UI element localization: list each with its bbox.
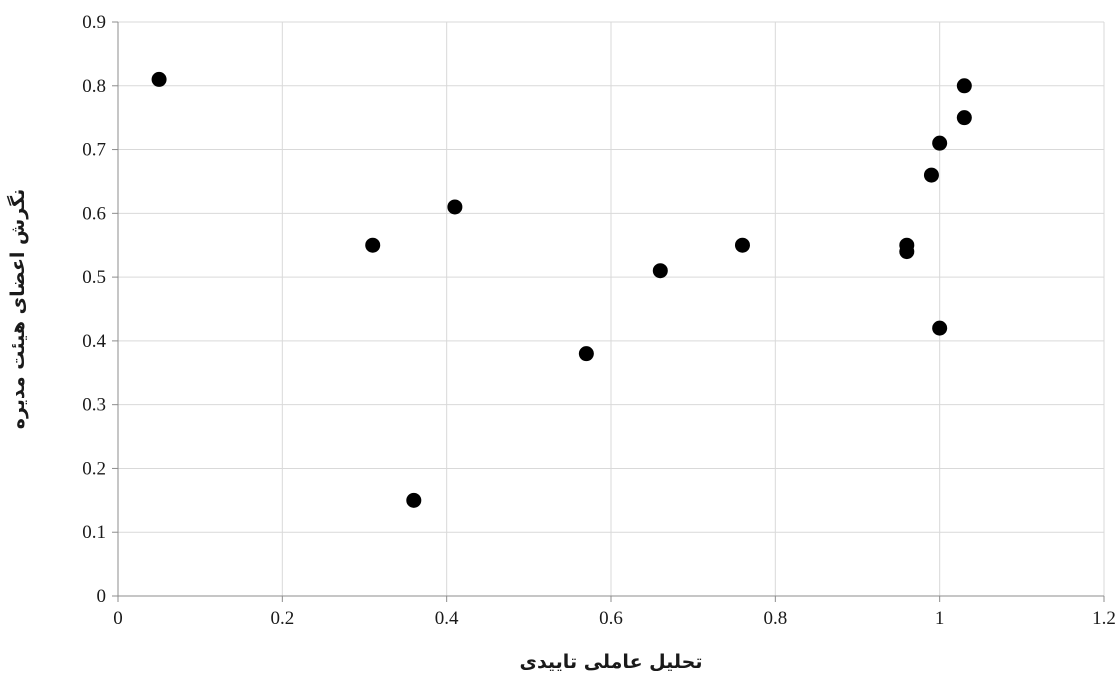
y-tick-label: 0.3 [82,395,106,416]
axes [112,21,1105,602]
data-point [899,244,915,260]
y-tick-label: 0.9 [82,12,106,33]
x-tick-label: 0.6 [599,608,623,629]
data-point [652,263,668,279]
data-point [734,237,750,253]
data-point [365,237,381,253]
x-tick-label: 1 [935,608,945,629]
y-tick-label: 0.8 [82,76,106,97]
y-tick-label: 0.2 [82,458,106,479]
x-tick-label: 0 [113,608,123,629]
data-point [956,78,972,94]
data-point [932,320,948,336]
x-axis-title: تحلیل عاملی تاییدی [520,651,703,673]
y-axis-title: نگرش اعضای هیئت مدیره [6,189,29,430]
tick-labels: 0 0.1 0.2 0.3 0.4 0.5 0.6 0.7 0.8 0.9 0 0.2 0.4 0.6 0.… [82,12,1116,629]
y-tick-label: 0.5 [82,267,106,288]
data-point [151,71,167,87]
data-point [923,167,939,183]
y-tick-label: 0.4 [82,331,106,352]
y-tick-label: 0.6 [82,203,106,224]
x-tick-label: 1.2 [1092,608,1116,629]
y-tick-label: 0 [97,586,107,607]
data-point [406,492,422,508]
x-tick-label: 0.8 [763,608,787,629]
data-point [956,110,972,126]
x-tick-label: 0.2 [270,608,294,629]
data-point [447,199,463,215]
data-point [578,346,594,362]
y-tick-label: 0.7 [82,140,106,161]
y-tick-label: 0.1 [82,522,106,543]
data-points [151,71,972,508]
x-tick-label: 0.4 [435,608,459,629]
data-point [932,135,948,151]
grid-lines [118,21,1105,596]
